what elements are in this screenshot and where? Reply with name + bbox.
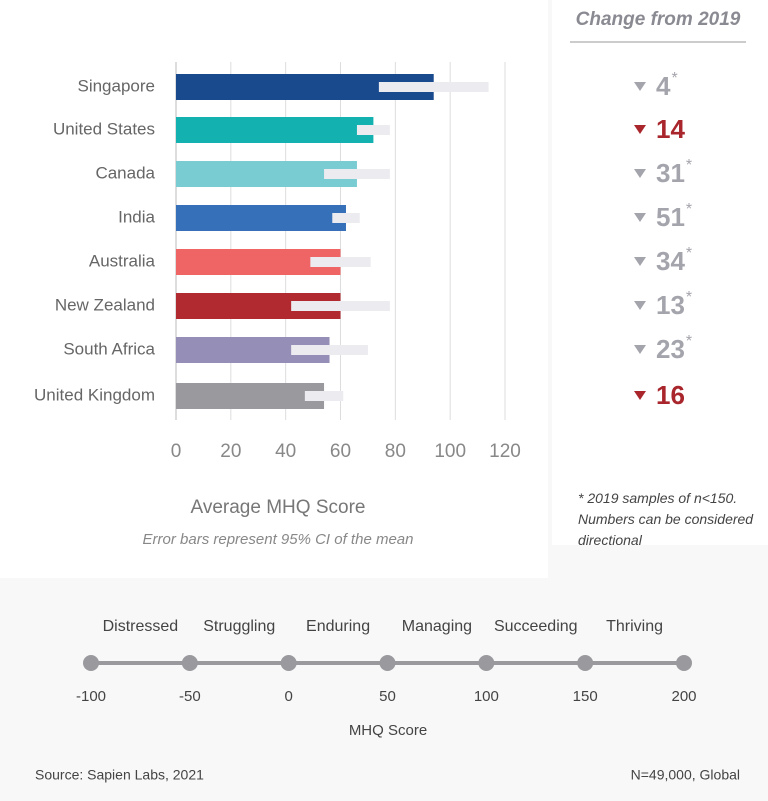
x-tick-label: 80 bbox=[385, 441, 406, 462]
change-value: 23 bbox=[656, 334, 685, 364]
scale-category: Thriving bbox=[606, 618, 663, 635]
error-bar bbox=[291, 301, 390, 311]
change-flag: * bbox=[686, 289, 692, 306]
change-flag: * bbox=[671, 70, 677, 87]
category-label: Singapore bbox=[77, 76, 155, 95]
category-label: South Africa bbox=[63, 339, 155, 358]
scale-category: Distressed bbox=[103, 618, 179, 635]
bar bbox=[176, 117, 374, 143]
error-bar bbox=[332, 213, 360, 223]
category-label: India bbox=[118, 207, 155, 226]
scale-dot bbox=[577, 655, 594, 671]
error-bar bbox=[304, 391, 344, 401]
x-axis-label: Average MHQ Score bbox=[191, 497, 366, 518]
scale-category: Succeeding bbox=[494, 618, 578, 635]
down-triangle bbox=[634, 257, 646, 266]
down-triangle bbox=[634, 301, 646, 310]
scale-tick-label: -100 bbox=[76, 688, 106, 705]
change-flag: * bbox=[686, 157, 692, 174]
scale-dot bbox=[83, 655, 99, 671]
category-label: United States bbox=[53, 119, 155, 138]
change-card bbox=[552, 0, 768, 545]
scale-tick-label: -50 bbox=[179, 688, 201, 705]
scale-dot bbox=[379, 655, 396, 671]
down-triangle bbox=[634, 391, 646, 400]
category-label: Australia bbox=[89, 251, 156, 270]
scale-tick-label: 150 bbox=[573, 688, 598, 705]
error-bar bbox=[291, 345, 368, 355]
x-tick-label: 20 bbox=[220, 441, 241, 462]
change-value: 16 bbox=[656, 380, 685, 410]
scale-dot bbox=[676, 655, 692, 671]
change-flag: * bbox=[686, 245, 692, 262]
down-triangle bbox=[634, 125, 646, 134]
scale-label: MHQ Score bbox=[349, 722, 427, 739]
scale-dot bbox=[181, 655, 198, 671]
scale-category: Struggling bbox=[203, 618, 275, 635]
change-value: 34 bbox=[656, 246, 685, 276]
x-tick-label: 0 bbox=[171, 441, 182, 462]
change-value: 31 bbox=[656, 158, 685, 188]
change-value: 13 bbox=[656, 290, 685, 320]
change-title: Change from 2019 bbox=[576, 9, 741, 30]
down-triangle bbox=[634, 169, 646, 178]
change-value: 14 bbox=[656, 114, 685, 144]
change-value: 4 bbox=[656, 71, 671, 101]
error-bar bbox=[310, 257, 371, 267]
scale-tick-label: 200 bbox=[671, 688, 696, 705]
scale-tick-label: 100 bbox=[474, 688, 499, 705]
down-triangle bbox=[634, 213, 646, 222]
x-tick-label: 60 bbox=[330, 441, 351, 462]
sample: N=49,000, Global bbox=[631, 767, 740, 783]
down-triangle bbox=[634, 345, 646, 354]
source: Source: Sapien Labs, 2021 bbox=[35, 767, 204, 783]
x-tick-label: 120 bbox=[489, 441, 521, 462]
category-label: Canada bbox=[95, 163, 155, 182]
bar bbox=[176, 383, 325, 409]
scale-dot bbox=[478, 655, 495, 671]
error-bar bbox=[324, 169, 390, 179]
subtitle: Error bars represent 95% CI of the mean bbox=[143, 531, 414, 548]
category-label: United Kingdom bbox=[34, 385, 155, 404]
error-bar bbox=[356, 125, 390, 135]
footnote: * 2019 samples of n<150. Numbers can be … bbox=[578, 490, 754, 548]
scale-category: Enduring bbox=[306, 618, 370, 635]
x-tick-label: 40 bbox=[275, 441, 296, 462]
change-flag: * bbox=[686, 333, 692, 350]
down-triangle bbox=[634, 82, 646, 91]
scale-dot bbox=[280, 655, 297, 671]
x-tick-label: 100 bbox=[434, 441, 466, 462]
change-value: 51 bbox=[656, 202, 685, 232]
scale-tick-label: 50 bbox=[379, 688, 396, 705]
change-flag: * bbox=[686, 201, 692, 218]
scale-tick-label: 0 bbox=[284, 688, 292, 705]
error-bar bbox=[378, 82, 489, 92]
category-label: New Zealand bbox=[55, 295, 155, 314]
scale-category: Managing bbox=[402, 618, 472, 635]
bar bbox=[176, 205, 346, 231]
